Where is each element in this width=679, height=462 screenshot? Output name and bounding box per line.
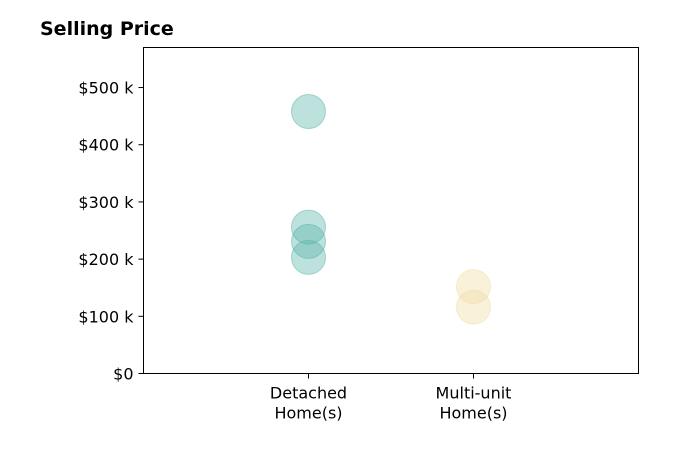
data-point [291,223,326,259]
x-tick-label: Multi-unit Home(s) [436,384,512,423]
y-tick-label: $200 k [78,250,134,269]
data-point [456,289,491,325]
data-point [291,94,326,130]
y-tick-label: $500 k [78,79,134,98]
y-tick-label: $400 k [78,136,134,155]
data-points [291,94,491,325]
y-tick-label: $100 k [78,307,134,326]
x-tick-label: Detached Home(s) [270,384,347,423]
y-axis: $0 $100 k $200 k $300 k $400 k $500 k [78,79,144,384]
plot-area-frame [143,47,639,374]
data-point [291,239,326,275]
data-point [456,269,491,305]
x-axis: Detached Home(s) Multi-unit Home(s) [270,373,512,423]
y-tick-label: $300 k [78,193,134,212]
chart-title: Selling Price [40,18,174,40]
y-tick-label: $0 [113,365,133,384]
data-point [291,209,326,245]
